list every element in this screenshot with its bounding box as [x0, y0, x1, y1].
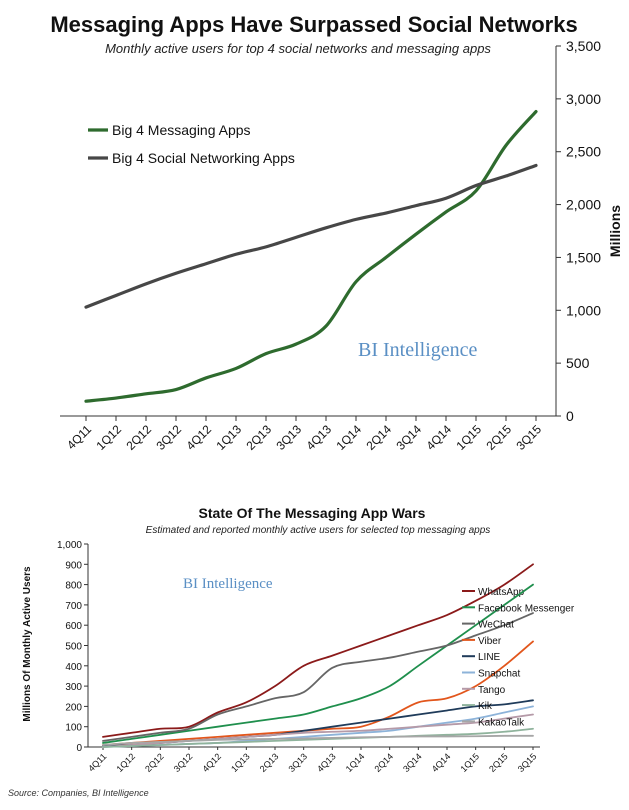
series-line: [84, 163, 538, 309]
x-tick-label: 3Q15: [513, 422, 544, 453]
x-tick-label: 3Q15: [516, 751, 539, 774]
x-tick-label: 2Q12: [123, 422, 154, 453]
chart-subtitle: Estimated and reported monthly active us…: [146, 525, 491, 536]
legend-label: Viber: [478, 636, 502, 647]
x-tick-label: 1Q14: [333, 422, 364, 453]
x-tick-label: 4Q11: [64, 422, 94, 452]
chart-title: Messaging Apps Have Surpassed Social Net…: [50, 12, 577, 37]
legend-label: LINE: [478, 652, 501, 663]
legend-label: Big 4 Social Networking Apps: [112, 150, 295, 166]
series-line: [102, 734, 534, 746]
y-tick-label: 3,500: [566, 38, 601, 54]
y-axis-label: Millions: [607, 205, 623, 257]
x-tick-label: 4Q13: [303, 422, 334, 453]
watermark-logo: BI Intelligence: [183, 576, 273, 592]
y-tick-label: 1,500: [566, 249, 601, 265]
x-tick-label: 1Q13: [213, 422, 244, 453]
y-tick-label: 500: [65, 642, 82, 653]
legend-label: Facebook Messenger: [478, 603, 575, 614]
series-line: [102, 727, 534, 748]
x-tick-label: 4Q13: [315, 751, 338, 774]
series-line: [84, 109, 538, 403]
x-tick-label: 1Q12: [114, 751, 137, 774]
y-tick-label: 200: [65, 702, 82, 713]
watermark-logo: BI Intelligence: [358, 339, 478, 361]
x-tick-label: 4Q11: [86, 751, 108, 773]
y-tick-label: 500: [566, 355, 590, 371]
x-tick-label: 1Q15: [453, 422, 484, 453]
x-tick-label: 3Q13: [273, 422, 304, 453]
chart-subtitle: Monthly active users for top 4 social ne…: [105, 41, 491, 56]
y-tick-label: 0: [566, 408, 574, 424]
legend-label: KakaoTalk: [478, 717, 525, 728]
x-tick-label: 4Q14: [430, 751, 453, 774]
x-tick-label: 1Q12: [93, 422, 124, 453]
chart-top: Messaging Apps Have Surpassed Social Net…: [50, 12, 623, 453]
legend-label: Big 4 Messaging Apps: [112, 122, 251, 138]
y-tick-label: 3,000: [566, 91, 601, 107]
series-line: [102, 583, 534, 744]
chart-bottom: State Of The Messaging App Wars Estimated…: [22, 505, 575, 774]
x-tick-label: 3Q12: [172, 751, 195, 774]
source-note: Source: Companies, BI Intelligence: [8, 788, 149, 798]
y-tick-label: 700: [65, 601, 82, 612]
y-tick-label: 2,500: [566, 144, 601, 160]
y-tick-label: 300: [65, 682, 82, 693]
y-tick-label: 2,000: [566, 197, 601, 213]
x-tick-label: 2Q15: [487, 751, 510, 774]
y-tick-label: 900: [65, 560, 82, 571]
y-tick-label: 1,000: [566, 302, 601, 318]
x-tick-label: 1Q15: [458, 751, 481, 774]
series-line: [102, 563, 534, 738]
x-tick-label: 2Q13: [243, 422, 274, 453]
x-tick-label: 1Q13: [229, 751, 252, 774]
y-tick-label: 0: [76, 743, 82, 754]
x-tick-label: 2Q13: [258, 751, 281, 774]
series-line: [102, 640, 534, 746]
x-tick-label: 1Q14: [344, 751, 367, 774]
y-tick-label: 600: [65, 621, 82, 632]
legend-label: Snapchat: [478, 669, 520, 680]
chart-title: State Of The Messaging App Wars: [199, 505, 426, 521]
x-tick-label: 4Q12: [200, 751, 223, 774]
x-tick-label: 2Q15: [483, 422, 514, 453]
x-tick-label: 2Q12: [143, 751, 166, 774]
x-tick-label: 4Q14: [423, 422, 454, 453]
y-tick-label: 800: [65, 581, 82, 592]
legend-label: WhatsApp: [478, 587, 525, 598]
x-tick-label: 4Q12: [183, 422, 214, 453]
x-tick-label: 3Q12: [153, 422, 184, 453]
y-tick-label: 100: [65, 723, 82, 734]
y-tick-label: 400: [65, 662, 82, 673]
y-tick-label: 1,000: [57, 540, 82, 551]
x-tick-label: 2Q14: [372, 751, 395, 774]
y-axis-label: Millions Of Monthly Active Users: [22, 566, 33, 722]
x-tick-label: 3Q14: [401, 751, 424, 774]
legend-label: Kik: [478, 701, 493, 712]
x-tick-label: 2Q14: [363, 422, 394, 453]
legend-label: WeChat: [478, 620, 514, 631]
x-tick-label: 3Q14: [393, 422, 424, 453]
series-line: [102, 612, 534, 742]
legend-label: Tango: [478, 685, 506, 696]
x-tick-label: 3Q13: [286, 751, 309, 774]
